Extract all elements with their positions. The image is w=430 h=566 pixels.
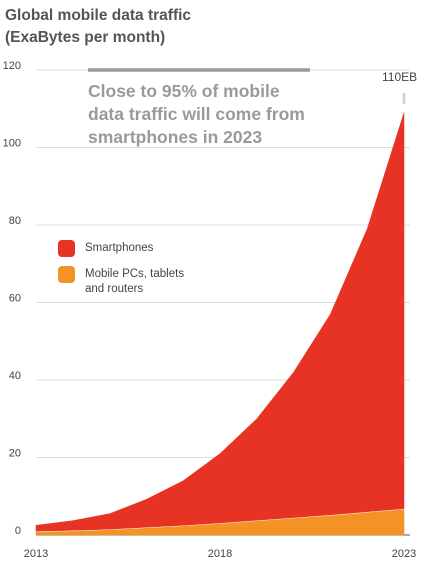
chart-title-line-2: (ExaBytes per month) xyxy=(5,29,166,46)
legend-swatch-mobile-pcs xyxy=(58,266,75,283)
legend-label-mobile-pcs: Mobile PCs, tablets and routers xyxy=(85,266,184,297)
legend-item-smartphones: Smartphones xyxy=(58,240,184,257)
legend-label-line: and routers xyxy=(85,283,144,295)
callout-line-1: Close to 95% of mobile xyxy=(88,81,280,101)
callout-line-3: smartphones in 2023 xyxy=(88,127,263,147)
y-tick-label: 20 xyxy=(9,448,21,460)
chart-title-line-1: Global mobile data traffic xyxy=(5,7,192,24)
callout-text: Close to 95% of mobile data traffic will… xyxy=(88,80,388,149)
callout-line-2: data traffic will come from xyxy=(88,104,305,124)
legend-item-mobile-pcs: Mobile PCs, tablets and routers xyxy=(58,266,184,297)
y-tick-label: 80 xyxy=(9,215,21,227)
y-tick-label: 100 xyxy=(3,138,21,150)
total-label: 110EB xyxy=(382,70,418,84)
y-tick-label: 60 xyxy=(9,293,21,305)
y-axis-ticks: 0 20 40 60 80 100 120 xyxy=(3,60,21,537)
chart-areas xyxy=(35,112,405,536)
x-axis-ticks: 2013 2018 2023 xyxy=(24,548,416,560)
legend-swatch-smartphones xyxy=(58,240,75,257)
legend-label-line: Smartphones xyxy=(85,242,154,254)
y-tick-label: 0 xyxy=(15,525,21,537)
legend: Smartphones Mobile PCs, tablets and rout… xyxy=(58,240,184,306)
x-tick-label: 2018 xyxy=(208,548,232,560)
x-tick-label: 2013 xyxy=(24,548,48,560)
legend-label-line: Mobile PCs, tablets xyxy=(85,268,185,280)
area-smartphones xyxy=(35,112,405,532)
chart-title: Global mobile data traffic (ExaBytes per… xyxy=(5,5,191,49)
legend-label-smartphones: Smartphones xyxy=(85,240,153,256)
y-tick-label: 40 xyxy=(9,370,21,382)
x-tick-label: 2023 xyxy=(392,548,416,560)
y-tick-label: 120 xyxy=(3,60,21,72)
